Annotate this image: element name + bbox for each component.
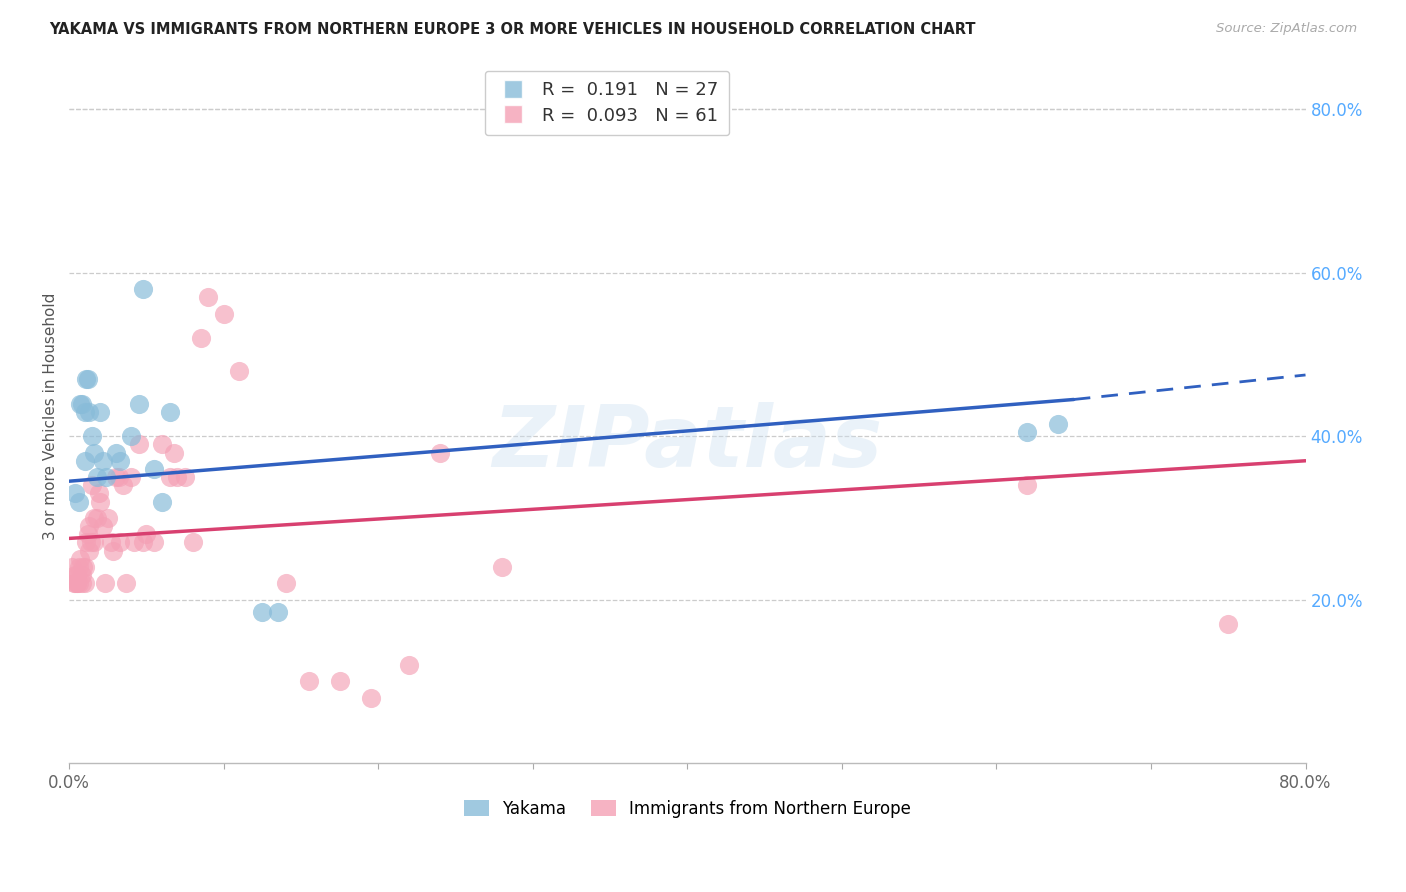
Text: Source: ZipAtlas.com: Source: ZipAtlas.com <box>1216 22 1357 36</box>
Point <box>63 576 86 591</box>
Point <box>143 462 166 476</box>
Point <box>329 674 352 689</box>
Point <box>91 519 114 533</box>
Point <box>143 535 166 549</box>
Point <box>252 605 274 619</box>
Text: YAKAMA VS IMMIGRANTS FROM NORTHERN EUROPE 3 OR MORE VEHICLES IN HOUSEHOLD CORREL: YAKAMA VS IMMIGRANTS FROM NORTHERN EUROP… <box>49 22 976 37</box>
Point <box>79 543 101 558</box>
Point <box>79 405 101 419</box>
Point <box>1017 478 1039 492</box>
Point <box>89 494 111 508</box>
Point <box>67 576 90 591</box>
Point <box>76 372 98 386</box>
Point <box>174 470 197 484</box>
Point <box>110 454 132 468</box>
Point <box>112 478 135 492</box>
Point <box>65 568 87 582</box>
Point <box>298 674 321 689</box>
Point <box>89 405 111 419</box>
Point <box>150 437 173 451</box>
Point <box>159 470 181 484</box>
Point <box>60 560 83 574</box>
Point <box>120 470 142 484</box>
Point <box>100 535 122 549</box>
Point <box>110 535 132 549</box>
Point <box>82 429 104 443</box>
Point <box>79 519 101 533</box>
Point <box>83 511 105 525</box>
Point <box>83 445 105 459</box>
Point <box>72 560 94 574</box>
Point <box>398 658 420 673</box>
Point <box>82 478 104 492</box>
Point <box>67 494 90 508</box>
Point <box>66 576 89 591</box>
Point <box>228 364 250 378</box>
Point <box>128 396 150 410</box>
Point <box>87 486 110 500</box>
Point <box>101 543 124 558</box>
Point <box>96 470 118 484</box>
Point <box>190 331 212 345</box>
Point <box>94 576 117 591</box>
Point <box>73 454 96 468</box>
Point <box>66 568 89 582</box>
Point <box>83 535 105 549</box>
Point <box>150 494 173 508</box>
Point <box>120 429 142 443</box>
Point <box>65 576 87 591</box>
Point <box>86 511 108 525</box>
Point <box>66 576 89 591</box>
Point <box>70 568 93 582</box>
Point <box>212 307 235 321</box>
Point <box>69 396 91 410</box>
Point <box>429 445 451 459</box>
Point <box>67 560 90 574</box>
Point <box>73 405 96 419</box>
Point <box>132 535 155 549</box>
Point <box>163 445 186 459</box>
Legend: Yakama, Immigrants from Northern Europe: Yakama, Immigrants from Northern Europe <box>457 793 918 824</box>
Point <box>132 282 155 296</box>
Point <box>159 405 181 419</box>
Point <box>197 290 219 304</box>
Point <box>65 486 87 500</box>
Point <box>97 511 120 525</box>
Point <box>128 437 150 451</box>
Y-axis label: 3 or more Vehicles in Household: 3 or more Vehicles in Household <box>44 293 58 540</box>
Point <box>360 690 382 705</box>
Point <box>104 445 127 459</box>
Point <box>274 576 297 591</box>
Point <box>80 535 103 549</box>
Point <box>1218 617 1240 632</box>
Point <box>73 560 96 574</box>
Point <box>491 560 513 574</box>
Point <box>73 576 96 591</box>
Point <box>115 576 138 591</box>
Point <box>69 551 91 566</box>
Point <box>122 535 145 549</box>
Point <box>70 576 93 591</box>
Point <box>267 605 290 619</box>
Point <box>181 535 204 549</box>
Point <box>91 454 114 468</box>
Point <box>1047 417 1070 431</box>
Point <box>75 372 97 386</box>
Point <box>70 396 93 410</box>
Point <box>135 527 157 541</box>
Point <box>107 470 129 484</box>
Point <box>76 527 98 541</box>
Point <box>166 470 188 484</box>
Point <box>86 470 108 484</box>
Point <box>1017 425 1039 439</box>
Point <box>75 535 97 549</box>
Text: ZIPatlas: ZIPatlas <box>492 402 883 485</box>
Point <box>104 470 127 484</box>
